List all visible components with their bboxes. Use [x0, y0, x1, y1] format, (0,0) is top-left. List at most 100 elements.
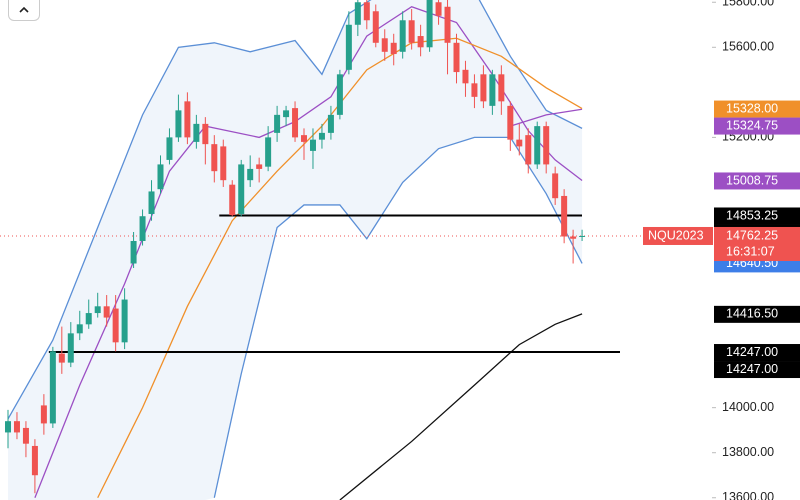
- candle-body: [543, 126, 550, 165]
- candle-body: [345, 24, 352, 70]
- candle-body: [471, 83, 478, 97]
- symbol-label: NQU2023: [648, 228, 704, 242]
- candle-body: [417, 36, 424, 48]
- candle-body: [130, 240, 137, 264]
- candle-body: [498, 74, 505, 102]
- candle-body: [58, 353, 65, 363]
- candle-body: [22, 427, 29, 444]
- price-tag: [714, 207, 800, 225]
- candle-body: [5, 421, 11, 433]
- candle-body: [229, 184, 236, 216]
- candle-body: [390, 42, 397, 55]
- candle-body: [13, 421, 20, 433]
- candle-body: [399, 20, 406, 52]
- candle-body: [157, 164, 164, 190]
- price-tag: [714, 344, 800, 362]
- candle-body: [327, 114, 334, 133]
- y-tick-label: 13800.00: [722, 445, 774, 459]
- candle-body: [534, 126, 541, 165]
- candle-body: [372, 11, 379, 43]
- candle-body: [381, 38, 388, 52]
- candle-body: [148, 191, 155, 214]
- price-tag-label: 14853.25: [726, 208, 778, 222]
- candle-body: [570, 236, 577, 239]
- candle-body: [354, 2, 361, 25]
- candle-body: [247, 168, 254, 181]
- candle-body: [444, 6, 451, 43]
- candle-body: [363, 2, 370, 21]
- candle-body: [462, 69, 469, 84]
- candle-body: [220, 146, 227, 181]
- candle-body: [103, 306, 110, 318]
- price-tag-label: 15324.75: [726, 118, 778, 132]
- price-tag: [714, 305, 800, 323]
- candle-body: [211, 144, 218, 172]
- candle-body: [49, 351, 56, 424]
- candle-body: [67, 333, 74, 363]
- candle-body: [256, 164, 263, 169]
- last-price-label: 14762.25: [726, 228, 778, 242]
- candle-body: [184, 101, 191, 138]
- candle-body: [31, 445, 38, 476]
- candle-body: [85, 313, 92, 325]
- candle-body: [283, 110, 290, 118]
- candle-body: [435, 2, 442, 16]
- candle-body: [507, 105, 514, 140]
- candle-body: [516, 139, 523, 147]
- candle-body: [489, 74, 496, 106]
- price-tag-label: 14247.00: [726, 362, 778, 376]
- candle-body: [238, 164, 245, 214]
- price-tag-label: 14247.00: [726, 345, 778, 359]
- candle-body: [265, 137, 272, 167]
- indicator-line: [339, 313, 583, 500]
- candle-body: [552, 173, 559, 199]
- candle-body: [301, 135, 308, 142]
- candle-body: [94, 306, 101, 314]
- candle-body: [292, 108, 299, 138]
- candle-body: [112, 308, 119, 343]
- candle-body: [408, 20, 415, 43]
- candle-body: [202, 123, 209, 145]
- y-tick-label: 13600.00: [722, 490, 774, 500]
- candle-body: [193, 123, 200, 142]
- price-tag: [714, 100, 800, 118]
- y-tick-label: 15800.00: [722, 0, 774, 9]
- candle-body: [76, 324, 83, 334]
- chevron-icon: [19, 6, 29, 13]
- candle-body: [480, 74, 487, 102]
- candle-body: [561, 195, 568, 237]
- y-tick-label: 14000.00: [722, 400, 774, 414]
- candle-body: [336, 74, 343, 115]
- candle-body: [318, 132, 325, 140]
- candle-body: [40, 405, 47, 424]
- collapse-button[interactable]: [8, 0, 40, 21]
- candle-body: [579, 235, 586, 237]
- price-tag: [714, 172, 800, 190]
- plot-area: [0, 0, 712, 500]
- candle-body: [274, 114, 281, 133]
- candle-body: [525, 135, 532, 165]
- indicator-line: [213, 136, 583, 498]
- price-tag-label: 15328.00: [726, 101, 778, 115]
- indicator-line: [97, 37, 583, 499]
- price-axis: 15800.0015600.0015200.0014000.0013800.00…: [643, 0, 800, 500]
- band-fill: [8, 0, 583, 500]
- candle-body: [453, 42, 460, 73]
- y-tick-label: 15600.00: [722, 40, 774, 54]
- candle-body: [426, 0, 433, 48]
- countdown-label: 16:31:07: [726, 244, 775, 258]
- last-price-tag: [714, 226, 800, 261]
- price-tag: [714, 361, 800, 379]
- price-tag-label: 15008.75: [726, 173, 778, 187]
- indicator-line: [7, 0, 583, 420]
- candle-body: [139, 216, 146, 241]
- price-tag-label: 14416.50: [726, 307, 778, 321]
- indicator-line: [34, 6, 583, 498]
- price-tag: [714, 117, 800, 135]
- indicator-line: [510, 108, 583, 127]
- candle-body: [121, 299, 128, 343]
- candle-body: [309, 139, 316, 151]
- candle-body: [166, 137, 173, 160]
